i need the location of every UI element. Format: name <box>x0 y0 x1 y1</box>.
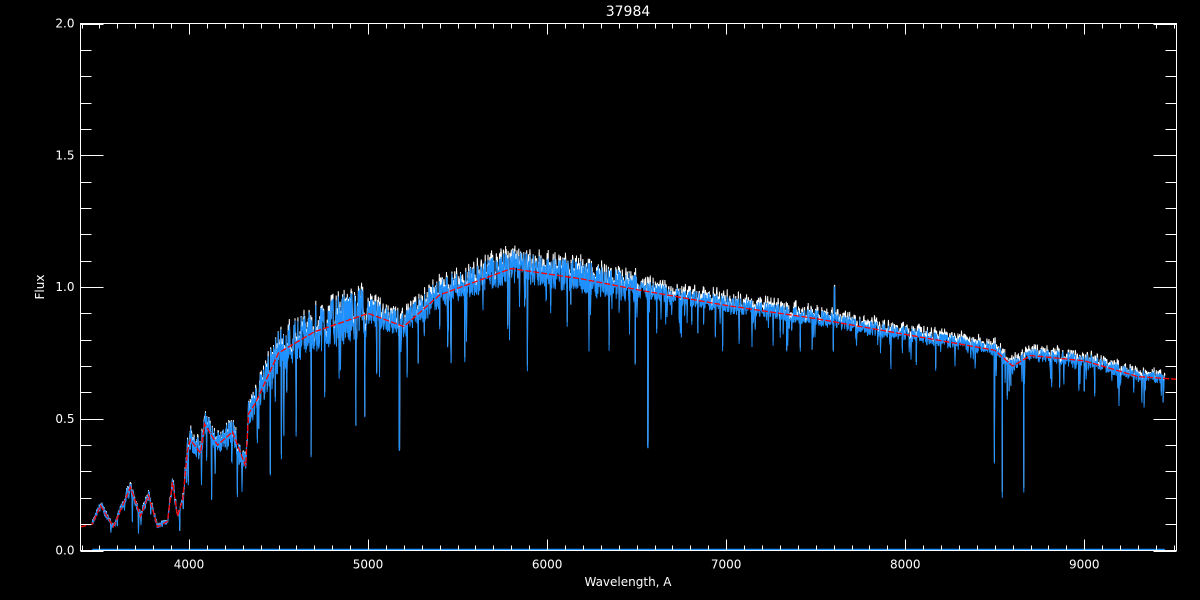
y-tick-label: 1.0 <box>55 280 74 294</box>
y-tick-label: 1.5 <box>55 148 74 162</box>
y-tick-label: 0.5 <box>55 412 74 426</box>
y-axis-label: Flux <box>33 275 47 300</box>
x-tick-label: 7000 <box>711 558 742 572</box>
chart-title: 37984 <box>606 4 651 20</box>
x-axis-label: Wavelength, A <box>584 575 672 589</box>
x-tick-label: 5000 <box>353 558 384 572</box>
observed-spectrum-series <box>91 250 1166 534</box>
series-layer <box>80 245 1177 551</box>
x-tick-label: 4000 <box>174 558 205 572</box>
ticks-layer: 4000 5000 6000 7000 8000 9000 0.0 0.5 1.0 1.5 2.0 <box>55 17 1177 572</box>
x-tick-label: 9000 <box>1069 558 1100 572</box>
y-tick-label: 2.0 <box>55 17 74 31</box>
model-curve-series <box>80 267 1177 529</box>
x-tick-label: 6000 <box>532 558 563 572</box>
x-tick-label: 8000 <box>890 558 921 572</box>
y-tick-label: 0.0 <box>55 544 74 558</box>
